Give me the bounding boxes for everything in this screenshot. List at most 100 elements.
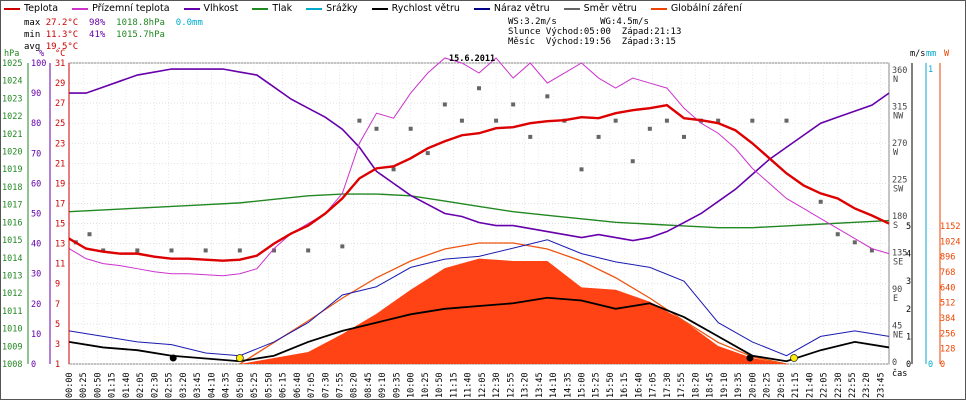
x-tick-label: 09:10	[378, 372, 388, 398]
wind-direction-point	[477, 86, 481, 91]
wind-direction-point	[340, 244, 345, 249]
legend-item: Náraz větru	[473, 3, 550, 14]
legend-swatch	[306, 7, 323, 10]
tick-label: 100	[31, 59, 46, 69]
tick-label: 3	[906, 277, 911, 287]
x-tick-label: 19:10	[720, 372, 730, 398]
tick-label: 23	[55, 139, 65, 149]
wind-direction-point	[272, 248, 276, 253]
tick-label: 9	[55, 280, 60, 290]
wind-direction-point	[750, 118, 755, 123]
legend-swatch	[371, 7, 388, 10]
direction-label: SE	[893, 258, 903, 268]
x-tick-label: 22:30	[834, 372, 844, 398]
x-tick-label: 18:45	[706, 372, 716, 398]
legend-label: Rychlost větru	[391, 3, 460, 14]
wind-direction-point	[579, 167, 584, 172]
tick-label: 40	[31, 240, 41, 250]
wind-direction-point	[613, 118, 618, 123]
x-tick-label: 13:20	[521, 372, 531, 398]
legend-swatch	[252, 7, 269, 10]
tick-label: 50	[31, 210, 41, 220]
tick-label: 1024	[940, 237, 960, 247]
wind-direction-point	[203, 248, 208, 253]
direction-degree: 135	[892, 249, 907, 259]
tick-label: 80	[31, 119, 41, 129]
tick-label: 11	[55, 260, 65, 270]
wind-direction-point	[716, 118, 721, 123]
legend-label: Tlak	[272, 3, 293, 14]
direction-degree: 225	[892, 176, 907, 186]
x-tick-label: 00:00	[65, 372, 75, 398]
tick-label: 4	[906, 250, 911, 260]
tick-label: 1	[928, 65, 933, 75]
x-tick-label: 17:55	[677, 372, 687, 398]
axis-unit: hPa	[4, 49, 19, 59]
direction-label: NE	[893, 331, 903, 341]
tick-label: 25	[55, 119, 65, 129]
tick-label: 1	[55, 360, 60, 370]
x-tick-label: 17:05	[649, 372, 659, 398]
x-tick-label: 07:05	[307, 372, 317, 398]
wind-direction-point	[647, 126, 652, 131]
x-tick-label: 02:05	[136, 372, 146, 398]
tick-label: 1013	[2, 271, 22, 281]
stats-panel: max 27.2°C 98% 1018.8hPa 0.0mm min 11.3°…	[24, 17, 203, 53]
tick-label: 896	[940, 253, 955, 263]
x-tick-label: 13:45	[535, 372, 545, 398]
legend-label: Náraz větru	[493, 3, 550, 14]
x-tick-label: 10:50	[435, 372, 445, 398]
legend-swatch	[473, 7, 490, 10]
direction-degree: 360	[892, 66, 907, 76]
x-tick-label: 12:55	[506, 372, 516, 398]
tick-label: 1022	[2, 112, 22, 122]
wind-direction-point	[87, 232, 92, 237]
legend-item: Srážky	[306, 3, 358, 14]
tick-label: 1021	[2, 130, 22, 140]
tick-label: 1015	[2, 236, 22, 246]
tick-label: 0	[31, 360, 36, 370]
x-tick-label: 22:05	[820, 372, 830, 398]
tick-label: 10	[31, 330, 41, 340]
ground-temperature-line	[68, 57, 890, 277]
tick-label: 256	[940, 329, 955, 339]
wind-direction-point	[237, 248, 242, 253]
x-tick-label: 08:20	[350, 372, 360, 398]
wind-direction-point	[494, 118, 499, 123]
tick-label: 13	[55, 240, 65, 250]
wind-direction-point	[425, 151, 430, 156]
wind-direction-point	[784, 118, 789, 123]
x-tick-label: 07:30	[321, 372, 331, 398]
wind-sun-info: WS:3.2m/s WG:4.5m/s Slunce Východ:05:00 Z…	[508, 17, 681, 47]
x-tick-label: 09:35	[392, 372, 402, 398]
x-tick-label: 22:55	[848, 372, 858, 398]
clear-sky-curve	[239, 242, 787, 365]
wind-direction-point	[682, 134, 686, 139]
moon-rise-marker	[746, 354, 754, 362]
tick-label: 1018	[2, 183, 22, 193]
tick-label: 19	[55, 179, 65, 189]
wind-direction-point	[852, 240, 857, 245]
pressure-line	[68, 193, 890, 229]
x-tick-label: 14:35	[563, 372, 573, 398]
tick-label: 768	[940, 268, 955, 278]
wind-direction-point	[528, 134, 533, 139]
tick-label: 7	[55, 300, 60, 310]
x-tick-label: 03:45	[193, 372, 203, 398]
x-tick-label: 10:00	[407, 372, 417, 398]
tick-label: 5	[55, 320, 60, 330]
legend-label: Globální záření	[670, 3, 742, 14]
tick-label: 1011	[2, 307, 22, 317]
x-tick-label: 10:25	[421, 372, 431, 398]
direction-label: E	[893, 294, 898, 304]
wind-direction-point	[306, 248, 311, 253]
stats-avg: avg 19.5°C	[24, 42, 79, 52]
x-tick-label: 15:00	[578, 372, 588, 398]
x-tick-label: 00:50	[93, 372, 103, 398]
legend-swatch	[72, 7, 89, 10]
wind-speed-text: WS:3.2m/s WG:4.5m/s	[508, 17, 649, 27]
x-tick-label: 06:15	[279, 372, 289, 398]
x-tick-label: 02:30	[150, 372, 160, 398]
tick-label: 512	[940, 299, 955, 309]
wind-direction-point	[630, 159, 635, 164]
